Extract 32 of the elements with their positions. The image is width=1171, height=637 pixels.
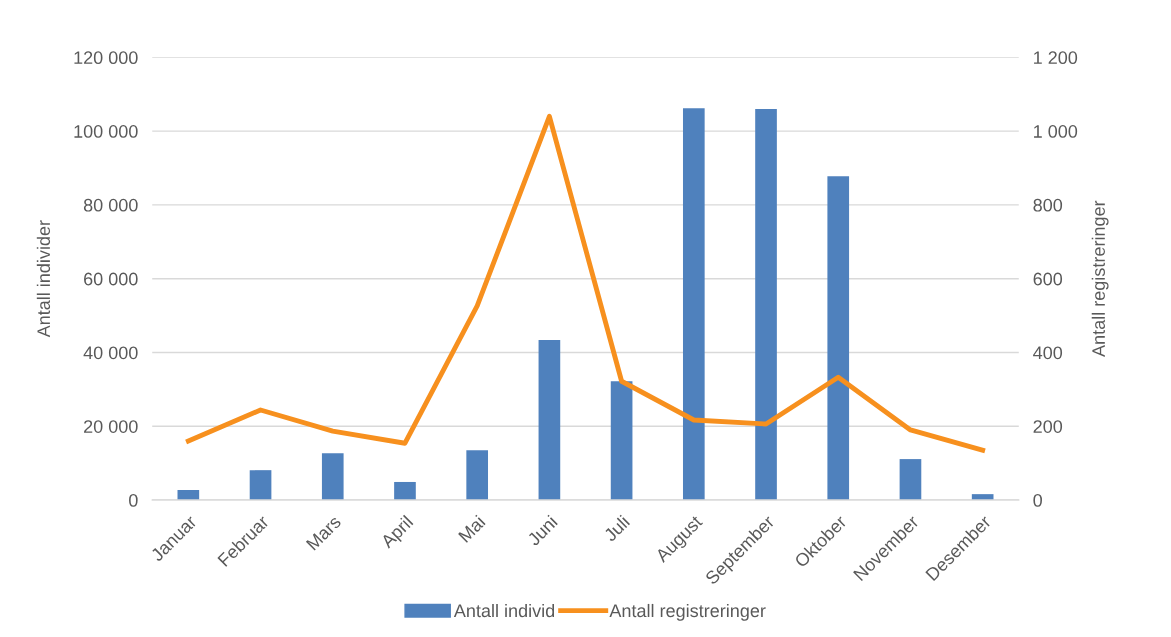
y2-tick-label: 800 (1033, 198, 1063, 212)
x-tick-label: Mai (457, 514, 486, 543)
y-tick-label: 100 000 (74, 125, 138, 138)
bar (827, 176, 850, 501)
legend-label: Antall registreringer (609, 603, 766, 621)
bar (682, 108, 705, 501)
y2-axis-title: Antall registreringer (1091, 200, 1109, 357)
bar (321, 453, 344, 501)
y-tick-label: 120 000 (74, 51, 138, 65)
bar (610, 381, 633, 501)
bar (538, 339, 561, 501)
y2-tick-label: 1 200 (1034, 51, 1078, 65)
y2-tick-label: 600 (1033, 272, 1063, 286)
y2-tick-label: 200 (1033, 420, 1063, 433)
legend-label: Antall individ (453, 603, 555, 618)
bar (394, 481, 416, 501)
bar (466, 450, 489, 501)
bar (249, 470, 272, 501)
x-tick-label: Juli (602, 514, 631, 543)
line-series (185, 113, 986, 453)
y-tick-label: 20 000 (84, 420, 138, 433)
y2-tick-label: 0 (1033, 493, 1042, 507)
y-tick-label: 80 000 (83, 198, 138, 212)
bar (899, 459, 922, 501)
y-tick-label: 0 (129, 493, 138, 507)
y2-tick-label: 1 000 (1034, 125, 1078, 138)
bar (755, 108, 777, 501)
y-tick-label: 60 000 (84, 272, 138, 286)
y-axis-title: Antall individer (36, 220, 51, 338)
y-tick-label: 40 000 (83, 346, 138, 360)
x-tick-label: Juni (526, 514, 558, 547)
y2-tick-label: 400 (1033, 346, 1063, 360)
